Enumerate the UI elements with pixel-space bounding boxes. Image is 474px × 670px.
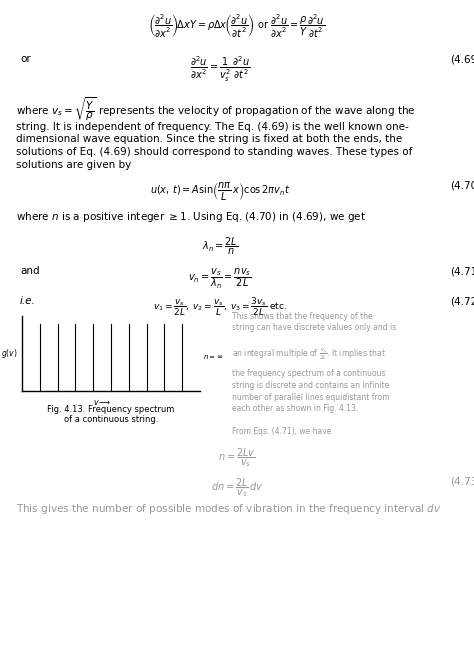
- Text: where $n$ is a positive integer $\geq 1$. Using Eq. (4.70) in (4.69), we get: where $n$ is a positive integer $\geq 1$…: [16, 210, 366, 224]
- Text: an integral multiple of $\frac{v_s}{2L}$. It implies that: an integral multiple of $\frac{v_s}{2L}$…: [232, 346, 386, 362]
- Text: (4.71): (4.71): [450, 266, 474, 276]
- Text: or: or: [20, 54, 31, 64]
- Text: From Eqs. (4.71), we have: From Eqs. (4.71), we have: [232, 427, 331, 436]
- Text: (4.69): (4.69): [450, 54, 474, 64]
- Text: (4.72): (4.72): [450, 296, 474, 306]
- Text: $\left(\dfrac{\partial^2 u}{\partial x^2}\right)\!\Delta xY = \rho\Delta x\!\lef: $\left(\dfrac{\partial^2 u}{\partial x^2…: [148, 12, 326, 39]
- Text: where $v_s = \sqrt{\dfrac{Y}{\rho}}$ represents the velocity of propagation of t: where $v_s = \sqrt{\dfrac{Y}{\rho}}$ rep…: [16, 96, 416, 124]
- Text: (4.70): (4.70): [450, 180, 474, 190]
- Text: solutions of Eq. (4.69) should correspond to standing waves. These types of: solutions of Eq. (4.69) should correspon…: [16, 147, 412, 157]
- Text: string is discrete and contains an infinite: string is discrete and contains an infin…: [232, 381, 389, 390]
- Text: $\lambda_n = \dfrac{2L}{n}$: $\lambda_n = \dfrac{2L}{n}$: [202, 236, 238, 257]
- Text: each other as shown in Fig. 4.13.: each other as shown in Fig. 4.13.: [232, 404, 358, 413]
- Text: $v \longrightarrow$: $v \longrightarrow$: [93, 398, 111, 407]
- Text: Fig. 4.13. Frequency spectrum: Fig. 4.13. Frequency spectrum: [47, 405, 175, 414]
- Text: $dn = \dfrac{2L}{v_s}\,dv$: $dn = \dfrac{2L}{v_s}\,dv$: [210, 476, 264, 499]
- Text: and: and: [20, 266, 40, 276]
- Text: i.e.: i.e.: [20, 296, 36, 306]
- Text: dimensional wave equation. Since the string is fixed at both the ends, the: dimensional wave equation. Since the str…: [16, 135, 402, 145]
- Text: This gives the number of possible modes of vibration in the frequency interval $: This gives the number of possible modes …: [16, 502, 442, 515]
- Text: $g(v)$: $g(v)$: [1, 347, 18, 360]
- Text: $\dfrac{\partial^2 u}{\partial x^2} = \dfrac{1}{v_s^2}\,\dfrac{\partial^2 u}{\pa: $\dfrac{\partial^2 u}{\partial x^2} = \d…: [190, 54, 250, 84]
- Text: $v_1 = \dfrac{v_s}{2L},\;v_2 = \dfrac{v_s}{L},\;v_3 = \dfrac{3v_s}{2L}$ etc.: $v_1 = \dfrac{v_s}{2L},\;v_2 = \dfrac{v_…: [153, 296, 287, 318]
- Text: $u(x,\,t) = A\sin\!\left(\dfrac{n\pi}{L}\,x\right)\cos 2\pi v_n t$: $u(x,\,t) = A\sin\!\left(\dfrac{n\pi}{L}…: [150, 180, 290, 202]
- Text: This shows that the frequency of the: This shows that the frequency of the: [232, 312, 373, 321]
- Text: (4.73): (4.73): [450, 476, 474, 486]
- Text: of a continuous string.: of a continuous string.: [64, 415, 158, 424]
- Text: number of parallel lines equidistant from: number of parallel lines equidistant fro…: [232, 393, 390, 401]
- Text: $v_n = \dfrac{v_s}{\lambda_n} = \dfrac{nv_s}{2L}$: $v_n = \dfrac{v_s}{\lambda_n} = \dfrac{n…: [188, 266, 252, 291]
- Text: the frequency spectrum of a continuous: the frequency spectrum of a continuous: [232, 369, 385, 379]
- Text: string can have discrete values only and is: string can have discrete values only and…: [232, 324, 396, 332]
- Text: solutions are given by: solutions are given by: [16, 159, 131, 170]
- Text: string. It is independent of frequency. The Eq. (4.69) is the well known one-: string. It is independent of frequency. …: [16, 122, 409, 132]
- Text: $n = \dfrac{2Lv}{v_s}$: $n = \dfrac{2Lv}{v_s}$: [218, 446, 256, 470]
- Text: $n=\infty$: $n=\infty$: [203, 353, 223, 361]
